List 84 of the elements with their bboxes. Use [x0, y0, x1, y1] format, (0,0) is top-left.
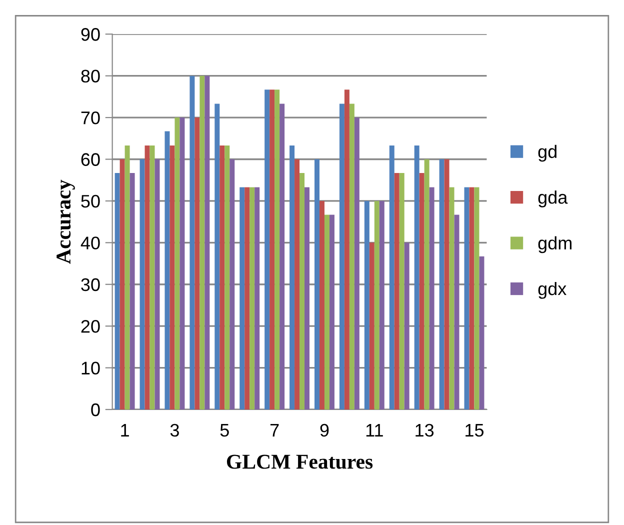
bar	[399, 173, 404, 410]
y-tick-label: 70	[81, 111, 100, 124]
bar	[114, 173, 120, 410]
x-axis-title: GLCM Features	[226, 454, 373, 469]
bar	[454, 214, 460, 410]
bar	[369, 242, 374, 410]
x-tick-label: 5	[220, 424, 229, 437]
x-tick-label: 13	[416, 424, 434, 437]
bar	[339, 104, 344, 410]
legend-label: gdm	[538, 236, 572, 254]
bar	[170, 145, 175, 410]
x-tick-label: 1	[121, 424, 129, 436]
bar	[349, 104, 354, 410]
y-tick-label: 50	[81, 194, 100, 208]
legend-label: gdx	[538, 282, 566, 299]
bar	[324, 214, 330, 410]
bar	[464, 187, 470, 410]
x-tick-label: 9	[320, 424, 329, 437]
bar	[164, 131, 170, 410]
bar	[379, 200, 384, 410]
x-tick-label: 7	[270, 424, 279, 436]
bar	[144, 145, 150, 410]
y-tick-label: 20	[81, 320, 100, 333]
bar	[300, 173, 305, 410]
bar	[180, 118, 185, 410]
y-tick-label: 10	[82, 362, 100, 375]
bar	[290, 145, 295, 410]
y-tick-label: 60	[81, 153, 100, 166]
y-tick-label: 90	[81, 28, 100, 41]
bar	[274, 90, 280, 410]
legend-label: gda	[538, 190, 568, 208]
bar	[389, 145, 394, 410]
bar	[124, 145, 130, 410]
bar	[130, 173, 135, 410]
bar	[264, 90, 270, 410]
bar	[449, 187, 454, 410]
bar	[194, 118, 200, 410]
bar	[230, 159, 235, 410]
bar	[150, 145, 155, 410]
bar	[294, 159, 300, 410]
bar	[250, 187, 255, 410]
bar	[479, 256, 484, 410]
y-axis-title: Accuracy	[56, 180, 75, 264]
bar	[214, 104, 220, 410]
bar	[444, 159, 450, 410]
bar	[474, 187, 480, 410]
bar	[429, 187, 434, 410]
bar	[364, 200, 370, 410]
bar	[190, 76, 195, 410]
bar	[140, 159, 145, 410]
bar	[304, 187, 310, 410]
x-tick-label: 11	[366, 424, 383, 436]
bar	[254, 187, 260, 410]
bar	[270, 90, 275, 410]
bar	[419, 173, 424, 410]
bar	[240, 187, 245, 410]
bar	[354, 118, 360, 410]
bar	[424, 159, 430, 410]
bar	[204, 76, 210, 410]
y-tick-label: 0	[91, 403, 100, 416]
bar	[200, 76, 205, 410]
y-tick-label: 40	[80, 236, 100, 250]
legend-label: gd	[538, 144, 556, 162]
bar	[469, 187, 474, 410]
bar	[280, 104, 285, 410]
x-tick-label: 15	[466, 424, 484, 437]
bar	[220, 145, 225, 410]
bar	[244, 187, 250, 410]
bar	[439, 159, 444, 410]
bar	[329, 214, 334, 410]
x-tick-label: 3	[170, 424, 179, 437]
bar	[414, 145, 420, 410]
bar	[154, 159, 160, 410]
bar	[314, 159, 320, 410]
bar	[344, 90, 350, 410]
y-tick-label: 80	[81, 70, 100, 83]
bar	[174, 118, 180, 410]
bar	[319, 200, 324, 410]
bar	[404, 242, 410, 410]
bar	[374, 200, 380, 410]
y-tick-label: 30	[81, 278, 100, 292]
bar	[224, 145, 230, 410]
bar	[120, 159, 125, 410]
bar	[394, 173, 400, 410]
